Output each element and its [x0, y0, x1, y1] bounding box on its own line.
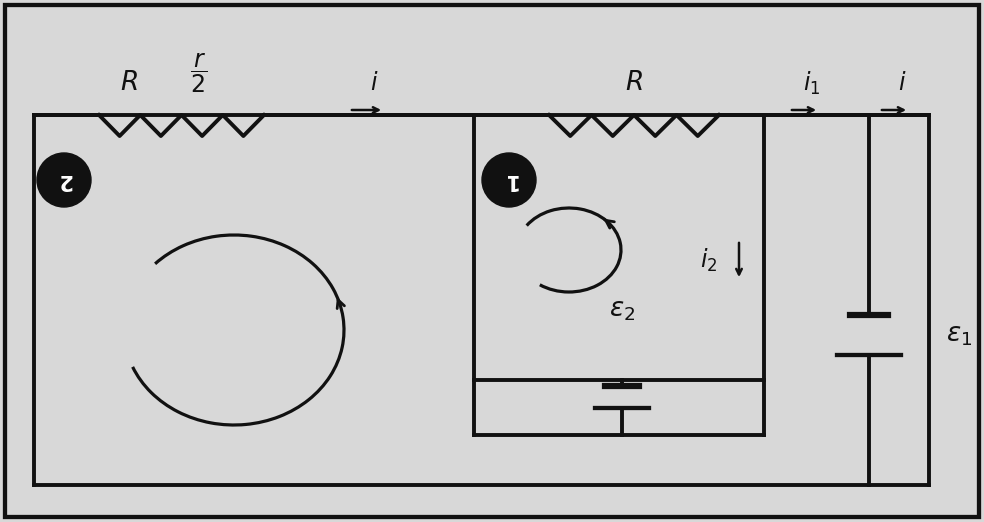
Text: 2: 2	[57, 170, 71, 190]
Text: $R$: $R$	[120, 70, 138, 96]
Text: $\varepsilon_2$: $\varepsilon_2$	[609, 297, 635, 323]
Text: $i$: $i$	[370, 71, 378, 95]
Text: $i_1$: $i_1$	[803, 69, 821, 97]
Text: $\dfrac{r}{2}$: $\dfrac{r}{2}$	[191, 51, 208, 94]
Circle shape	[37, 153, 91, 207]
Text: $i$: $i$	[897, 71, 906, 95]
Circle shape	[482, 153, 536, 207]
Text: $i_2$: $i_2$	[701, 246, 717, 274]
Text: $R$: $R$	[625, 70, 643, 96]
Text: 1: 1	[502, 170, 517, 190]
Text: $\varepsilon_1$: $\varepsilon_1$	[946, 322, 972, 348]
